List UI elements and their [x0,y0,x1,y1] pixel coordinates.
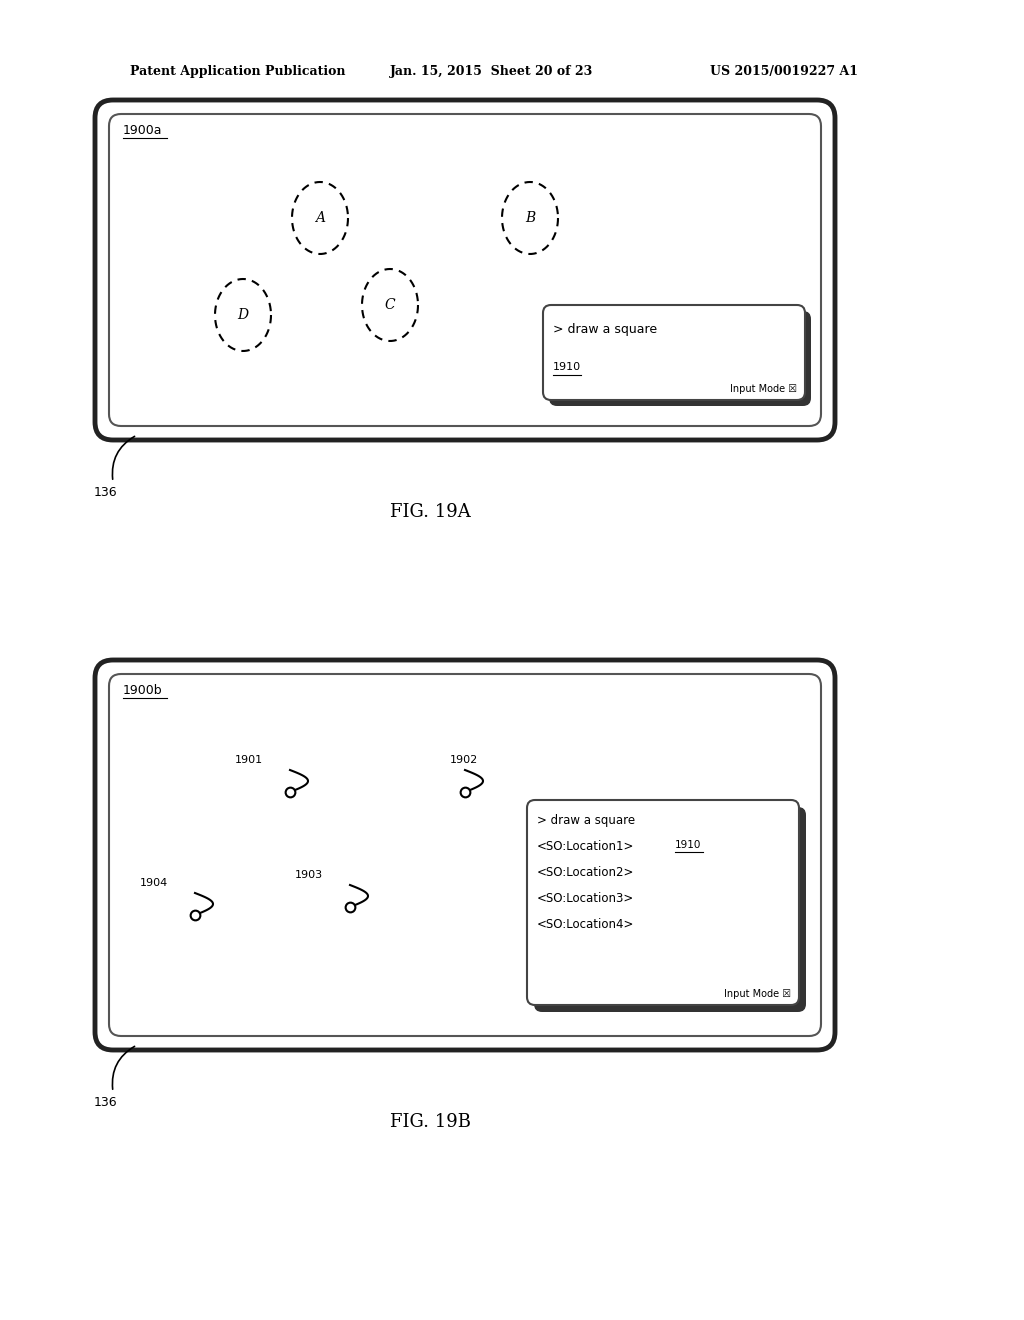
Text: 136: 136 [93,1096,117,1109]
Text: <SO:Location2>: <SO:Location2> [537,866,635,879]
Text: 1901: 1901 [234,755,263,766]
Text: Patent Application Publication: Patent Application Publication [130,66,345,78]
Text: 1910: 1910 [675,840,701,850]
Text: D: D [238,308,249,322]
Text: 1903: 1903 [295,870,324,880]
Text: 1900b: 1900b [123,684,163,697]
FancyBboxPatch shape [549,312,811,407]
Text: 1900a: 1900a [123,124,163,137]
Text: US 2015/0019227 A1: US 2015/0019227 A1 [710,66,858,78]
Text: 1904: 1904 [140,878,168,888]
Text: <SO:Location4>: <SO:Location4> [537,917,635,931]
Text: Input Mode ☒: Input Mode ☒ [724,989,791,999]
FancyBboxPatch shape [543,305,805,400]
FancyBboxPatch shape [109,675,821,1036]
Text: Input Mode ☒: Input Mode ☒ [730,384,797,393]
FancyBboxPatch shape [527,800,799,1005]
Text: FIG. 19B: FIG. 19B [389,1113,470,1131]
Text: <SO:Location3>: <SO:Location3> [537,892,634,906]
Text: <SO:Location1>: <SO:Location1> [537,840,635,853]
Text: A: A [315,211,325,224]
Text: FIG. 19A: FIG. 19A [389,503,470,521]
FancyBboxPatch shape [95,100,835,440]
FancyBboxPatch shape [95,660,835,1049]
Text: B: B [525,211,536,224]
Text: > draw a square: > draw a square [553,323,657,337]
Text: Jan. 15, 2015  Sheet 20 of 23: Jan. 15, 2015 Sheet 20 of 23 [390,66,593,78]
Text: 136: 136 [93,486,117,499]
Text: 1902: 1902 [450,755,478,766]
Text: C: C [385,298,395,312]
Text: > draw a square: > draw a square [537,814,635,828]
FancyBboxPatch shape [109,114,821,426]
FancyBboxPatch shape [534,807,806,1012]
Text: 1910: 1910 [553,362,582,372]
